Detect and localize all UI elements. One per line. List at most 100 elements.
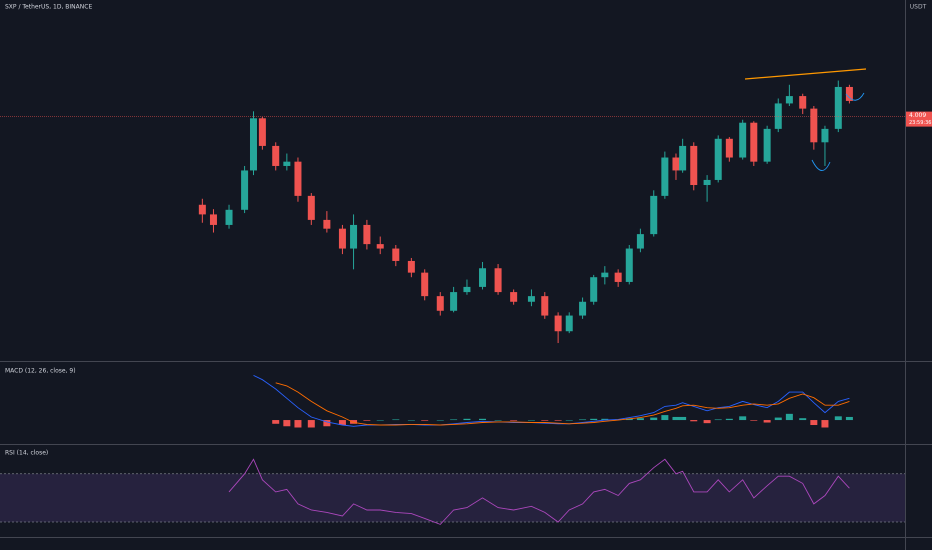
histogram-bar (661, 415, 669, 421)
candle-body (407, 260, 415, 273)
candle-body (703, 179, 711, 186)
candle-body (750, 122, 758, 162)
candle-body (527, 296, 535, 302)
histogram-bar (725, 418, 733, 421)
candle-body (821, 128, 829, 143)
candle-body (845, 86, 853, 101)
candle-body (650, 195, 658, 235)
candle-body (258, 118, 266, 146)
histogram-bar (625, 418, 633, 421)
currency-label[interactable]: USDT (910, 4, 927, 11)
candle-body (690, 145, 698, 186)
histogram-bar (579, 419, 587, 421)
rsi-line (228, 458, 850, 525)
histogram-bar (785, 413, 793, 421)
histogram-bar (307, 420, 315, 428)
histogram-bar (714, 419, 722, 421)
symbol-title[interactable]: SXP / TetherUS, 1D, BINANCE (5, 4, 92, 11)
rsi-title[interactable]: RSI (14, close) (5, 450, 48, 457)
candle-body (565, 315, 573, 332)
candle-body (307, 195, 315, 220)
candle-body (283, 161, 291, 166)
candle-body (785, 96, 793, 104)
histogram-bar (679, 416, 687, 421)
histogram-bar (527, 420, 535, 421)
candle-body (679, 145, 687, 171)
candle-body (672, 157, 680, 171)
candle-body (450, 292, 458, 311)
candle-body (198, 204, 206, 215)
candle-body (494, 268, 502, 293)
histogram-bar (750, 420, 758, 421)
candle-body (363, 224, 371, 245)
candle-body (241, 170, 249, 210)
histogram-bar (601, 418, 609, 421)
histogram-bar (565, 420, 573, 421)
trend-line[interactable] (744, 68, 867, 80)
candle-body (249, 118, 257, 171)
histogram-bar (407, 420, 415, 421)
histogram-bar (283, 420, 291, 427)
last-price-box (906, 111, 932, 127)
histogram-bar (590, 418, 598, 421)
histogram-bar (650, 417, 658, 421)
arc-drawing[interactable] (845, 92, 865, 101)
candle-body (541, 296, 549, 316)
histogram-bar (739, 416, 747, 421)
candle-body (834, 86, 842, 129)
histogram-bar (834, 416, 842, 421)
macd-title[interactable]: MACD (12, 26, close, 9) (5, 368, 76, 375)
histogram-bar (479, 418, 487, 421)
histogram-bar (636, 418, 644, 421)
histogram-bar (763, 420, 771, 423)
rsi-band (0, 473, 905, 523)
candle-body (636, 234, 644, 249)
candle-body (661, 157, 669, 196)
last-price-label: 4.009 (909, 112, 926, 119)
histogram-bar (672, 416, 680, 421)
countdown-label: 23:59:36 (909, 120, 931, 126)
histogram-bar (821, 420, 829, 428)
candle-body (294, 161, 302, 196)
candle-body (376, 244, 384, 249)
histogram-bar (510, 420, 518, 421)
histogram-bar (450, 419, 458, 421)
candle-body (601, 272, 609, 278)
candle-body (763, 128, 771, 162)
candle-body (209, 214, 217, 225)
histogram-bar (845, 416, 853, 421)
histogram-bar (363, 420, 371, 421)
histogram-bar (338, 420, 346, 426)
histogram-bar (690, 420, 698, 422)
histogram-bar (799, 418, 807, 421)
histogram-bar (323, 420, 331, 427)
candle-body (714, 138, 722, 180)
candle-body (725, 138, 733, 158)
histogram-bar (810, 420, 818, 426)
candle-body (338, 228, 346, 249)
histogram-bar (774, 417, 782, 421)
candle-body (554, 315, 562, 332)
histogram-bar (554, 420, 562, 421)
arc-drawing[interactable] (811, 159, 831, 171)
histogram-bar (436, 420, 444, 421)
candle-body (774, 103, 782, 129)
candle-body (810, 108, 818, 143)
histogram-bar (350, 420, 358, 424)
candle-body (579, 301, 587, 316)
histogram-bar (703, 420, 711, 424)
candle-body (421, 272, 429, 297)
candle-body (225, 209, 233, 225)
candle-body (272, 145, 280, 166)
histogram-bar (376, 420, 384, 421)
candle-body (479, 268, 487, 287)
histogram-bar (272, 420, 280, 424)
candle-body (350, 224, 358, 249)
histogram-bar (392, 419, 400, 421)
histogram-bar (294, 420, 302, 428)
candle-body (799, 96, 807, 109)
candle-body (614, 272, 622, 282)
signal-line (275, 382, 850, 426)
